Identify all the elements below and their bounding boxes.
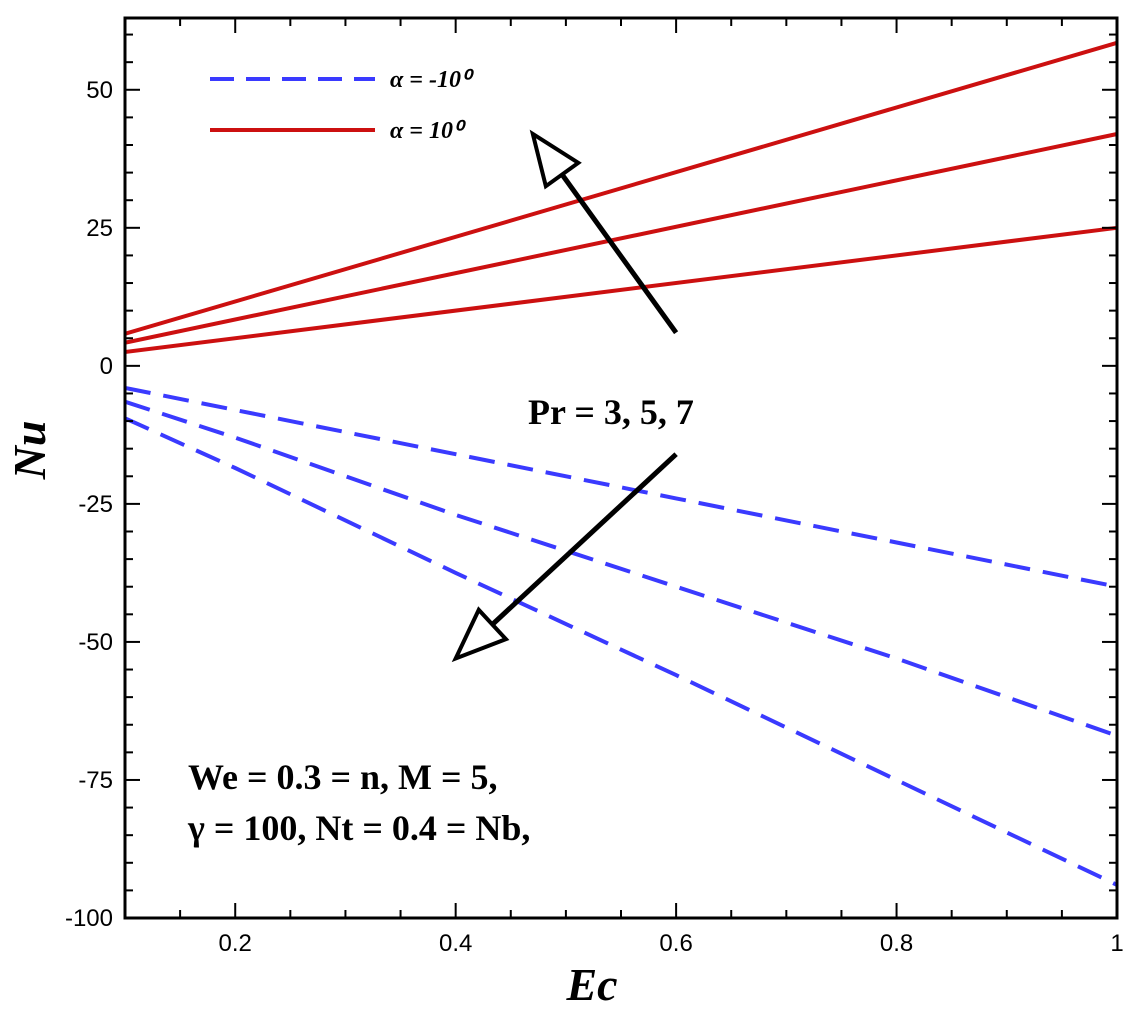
x-tick-label: 0.6: [659, 930, 692, 957]
arrow-down-head: [451, 606, 510, 663]
arrow-up-head: [529, 129, 582, 190]
legend: α = -10⁰ α = 10⁰: [210, 67, 475, 144]
params-annotation-line1: We = 0.3 = n, M = 5,: [188, 757, 498, 797]
arrow-down-shaft: [490, 452, 678, 627]
arrow-down: [451, 452, 678, 663]
legend-label-dashed: α = -10⁰: [390, 67, 475, 93]
y-tick-label: 0: [100, 353, 113, 380]
series-line-solid-pr5: [124, 132, 1118, 345]
arrows-layer: [451, 129, 679, 663]
series-line-solid-pr3: [124, 225, 1118, 354]
params-annotation-line2: γ = 100, Nt = 0.4 = Nb,: [187, 808, 530, 848]
x-tick-label: 0.2: [219, 930, 252, 957]
y-axis-title: Nu: [4, 421, 55, 481]
x-tick-label: 0.8: [880, 930, 913, 957]
arrow-up: [529, 129, 679, 335]
series-line-dashed-pr3: [124, 385, 1118, 589]
series-line-solid-pr7: [124, 40, 1118, 336]
pr-annotation: Pr = 3, 5, 7: [528, 392, 694, 432]
y-tick-label: -25: [78, 491, 113, 518]
y-tick-label: -100: [65, 905, 113, 932]
arrow-up-shaft: [560, 173, 679, 335]
x-tick-label: 0.4: [439, 930, 472, 957]
y-tick-label: 25: [86, 215, 113, 242]
legend-label-solid: α = 10⁰: [390, 118, 467, 144]
y-tick-label: -75: [78, 767, 113, 794]
series-line-dashed-pr7: [124, 416, 1118, 887]
axes-layer: 0.2 0.4 0.6 0.8 1 50 25 0 -25 -50 -75 -100: [65, 16, 1124, 957]
y-tick-label: -50: [78, 629, 113, 656]
series-layer: [124, 40, 1118, 887]
y-tick-label: 50: [86, 77, 113, 104]
x-axis-title: Ec: [565, 959, 617, 1010]
series-line-dashed-pr5: [124, 399, 1118, 738]
x-tick-label: 1: [1110, 930, 1123, 957]
